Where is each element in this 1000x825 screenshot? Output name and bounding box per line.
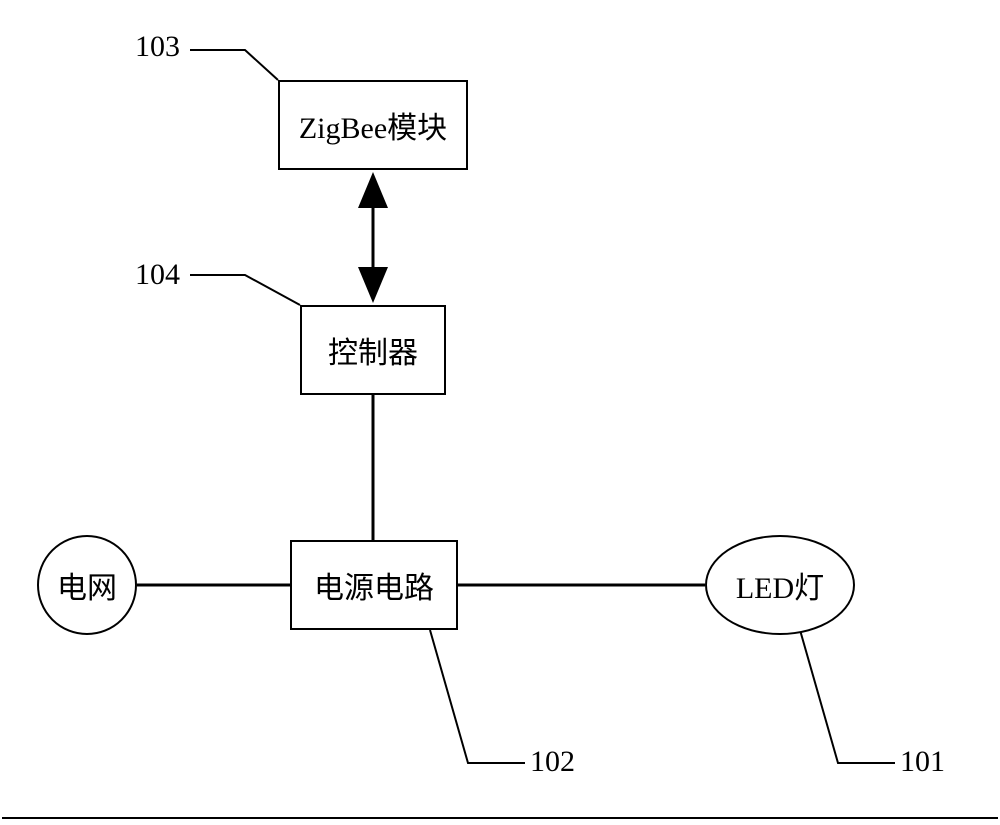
callout-label-102: 102 [530, 745, 575, 779]
node-power-label: 电源电路 [314, 563, 434, 607]
node-power: 电源电路 [290, 540, 458, 630]
node-led: LED灯 [705, 535, 855, 635]
callout-line-104 [190, 275, 300, 305]
node-zigbee: ZigBee模块 [278, 80, 468, 170]
callout-label-104: 104 [135, 258, 180, 292]
node-controller-label: 控制器 [328, 328, 418, 372]
callout-line-102 [430, 630, 525, 763]
callout-line-101 [800, 630, 895, 763]
callout-label-103: 103 [135, 30, 180, 64]
diagram-svg [0, 0, 1000, 825]
node-led-label: LED灯 [736, 563, 824, 607]
callout-line-103 [190, 50, 278, 80]
diagram-canvas: ZigBee模块 控制器 电源电路 电网 LED灯 103 104 102 10… [0, 0, 1000, 825]
node-zigbee-label: ZigBee模块 [299, 103, 447, 147]
node-grid-label: 电网 [57, 563, 117, 607]
node-controller: 控制器 [300, 305, 446, 395]
callout-label-101: 101 [900, 745, 945, 779]
node-grid: 电网 [37, 535, 137, 635]
